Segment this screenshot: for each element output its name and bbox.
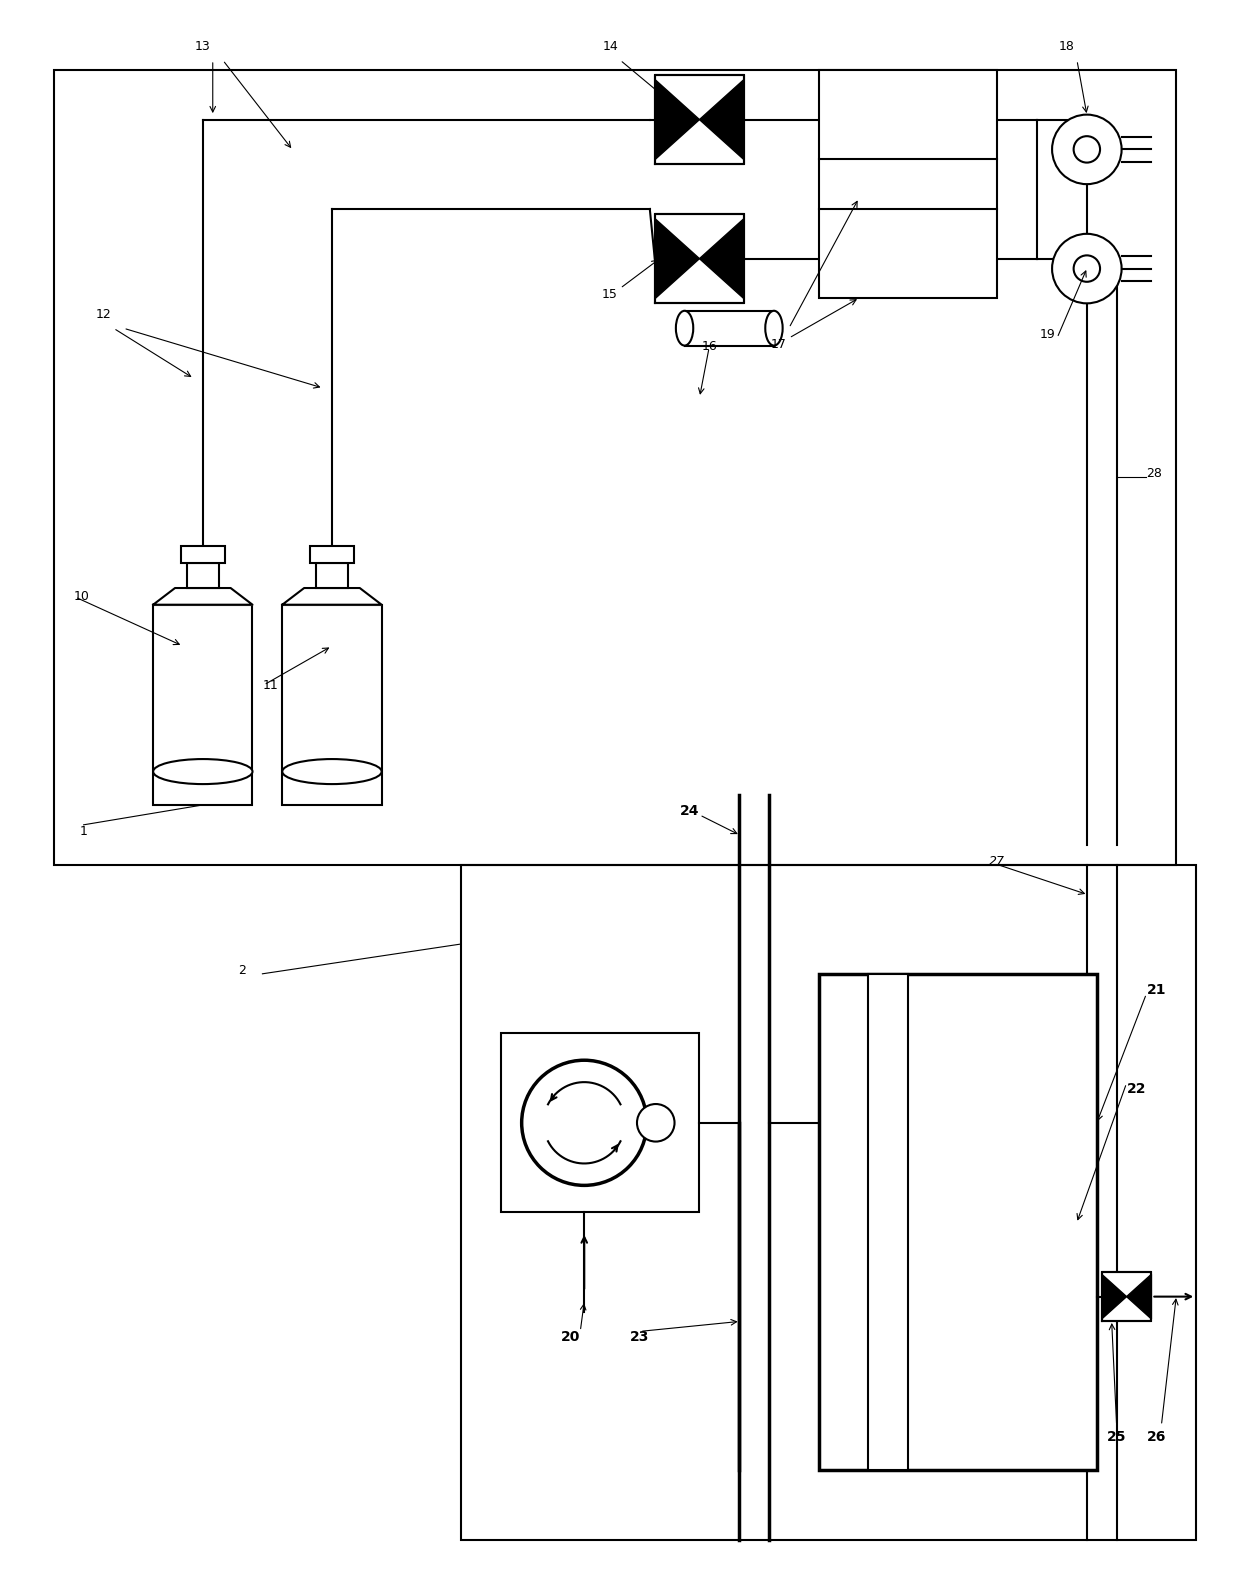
Bar [310,547,355,563]
Polygon shape [154,589,253,605]
Bar [283,605,382,805]
Bar [868,975,908,1471]
Text: 17: 17 [771,338,787,351]
Polygon shape [1127,1274,1152,1319]
Bar [461,864,1197,1541]
Text: 10: 10 [73,590,89,603]
Bar [655,214,744,303]
Text: 2: 2 [238,963,247,976]
Text: 14: 14 [603,40,618,53]
Bar [1102,1271,1152,1321]
Text: 22: 22 [1127,1081,1146,1096]
Text: 12: 12 [95,308,112,321]
Bar [684,311,774,346]
Circle shape [522,1061,647,1185]
Bar [818,209,997,298]
Circle shape [1074,136,1100,163]
Polygon shape [283,589,382,605]
Text: 25: 25 [1107,1429,1126,1443]
Polygon shape [655,80,699,160]
Text: 26: 26 [1147,1429,1166,1443]
Ellipse shape [154,759,253,785]
Bar [187,563,218,589]
Text: 21: 21 [1147,983,1166,997]
Text: 24: 24 [680,804,699,818]
Polygon shape [699,80,744,160]
Polygon shape [655,219,699,298]
Text: 18: 18 [1059,40,1075,53]
Bar [818,70,997,160]
Text: 11: 11 [263,679,278,692]
Text: 13: 13 [195,40,211,53]
Circle shape [637,1104,675,1142]
Circle shape [1052,234,1122,303]
Bar [655,75,744,164]
Bar [501,1034,699,1212]
Ellipse shape [283,759,382,785]
Circle shape [1074,255,1100,282]
Text: 16: 16 [702,340,717,352]
Circle shape [1052,115,1122,183]
Ellipse shape [676,311,693,346]
Text: 19: 19 [1039,329,1055,341]
Text: 23: 23 [630,1330,650,1345]
Polygon shape [1102,1274,1127,1319]
Bar [53,70,1177,864]
Bar [818,975,1096,1471]
Text: 20: 20 [560,1330,580,1345]
Bar [181,547,226,563]
Text: 27: 27 [990,855,1006,868]
Bar [316,563,348,589]
Text: 28: 28 [1147,467,1162,480]
Bar [154,605,253,805]
Ellipse shape [765,311,782,346]
Polygon shape [699,219,744,298]
Text: 15: 15 [603,289,618,301]
Text: 1: 1 [79,825,88,837]
